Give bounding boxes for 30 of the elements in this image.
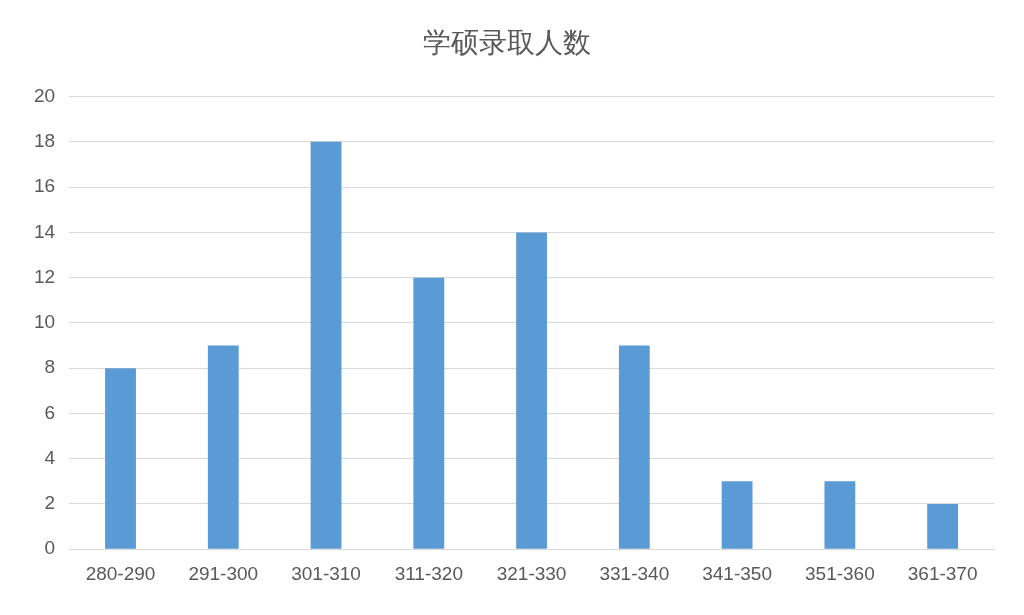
chart-title: 学硕录取人数: [423, 26, 591, 60]
y-tick-label: 14: [33, 220, 56, 242]
y-tick-label: 4: [44, 446, 56, 468]
bar: [927, 503, 959, 549]
x-tick-label: 351-360: [804, 562, 875, 584]
x-tick-label: 311-320: [394, 562, 463, 584]
x-tick-label: 291-300: [188, 562, 259, 584]
y-tick-label: 18: [33, 130, 56, 152]
bar: [310, 141, 342, 549]
bar: [721, 481, 753, 549]
x-tick-label: 331-340: [599, 562, 670, 584]
x-tick-label: 280-290: [85, 562, 156, 584]
x-tick-label: 301-310: [291, 562, 361, 584]
bar: [105, 368, 136, 549]
x-tick-label: 361-370: [907, 562, 978, 584]
bar: [413, 277, 445, 549]
y-tick-label: 20: [33, 84, 56, 106]
bar: [824, 481, 856, 549]
y-tick-label: 12: [33, 265, 56, 287]
bar: [207, 345, 239, 549]
y-tick-label: 6: [44, 401, 56, 423]
x-tick-label: 321-330: [496, 562, 567, 584]
x-tick-label: 341-350: [702, 562, 772, 584]
y-tick-label: 10: [33, 311, 56, 333]
bar: [516, 232, 547, 549]
y-tick-label: 2: [44, 492, 56, 514]
y-tick-label: 8: [44, 356, 56, 378]
y-tick-label: 16: [33, 175, 56, 197]
bar: [618, 345, 650, 549]
y-tick-label: 0: [44, 537, 56, 559]
